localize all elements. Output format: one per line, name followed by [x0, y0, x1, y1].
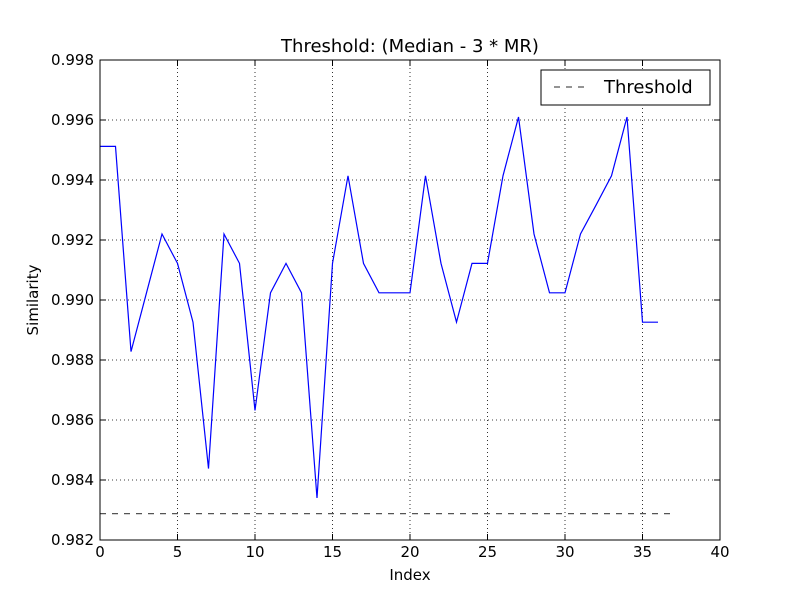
series-line-similarity — [100, 116, 658, 499]
x-tick-label: 10 — [245, 543, 264, 561]
axis-ticks: 0 5 10 15 20 25 30 35 40 0.982 0.984 0.986 0.988 0.99… — [51, 51, 730, 561]
y-tick-label: 0.992 — [51, 231, 94, 249]
x-tick-label: 25 — [478, 543, 497, 561]
x-axis-label: Index — [389, 566, 430, 584]
series-layer — [100, 116, 674, 515]
y-tick-label: 0.982 — [51, 531, 94, 549]
y-tick-label: 0.990 — [51, 291, 94, 309]
y-axis-label: Similarity — [24, 264, 42, 335]
legend-label-threshold: Threshold — [603, 77, 693, 98]
grid-lines — [100, 60, 720, 540]
chart-title: Threshold: (Median - 3 * MR) — [280, 36, 539, 57]
x-tick-label: 5 — [173, 543, 183, 561]
x-tick-label: 35 — [633, 543, 652, 561]
y-tick-label: 0.998 — [51, 51, 94, 69]
y-tick-label: 0.994 — [51, 171, 94, 189]
x-tick-label: 40 — [710, 543, 729, 561]
x-tick-label: 30 — [555, 543, 574, 561]
y-tick-label: 0.986 — [51, 411, 94, 429]
x-tick-label: 0 — [95, 543, 105, 561]
x-tick-label: 20 — [400, 543, 419, 561]
y-tick-label: 0.996 — [51, 111, 94, 129]
y-tick-label: 0.988 — [51, 351, 94, 369]
x-tick-label: 15 — [323, 543, 342, 561]
legend: Threshold — [540, 69, 711, 106]
y-tick-label: 0.984 — [51, 471, 94, 489]
